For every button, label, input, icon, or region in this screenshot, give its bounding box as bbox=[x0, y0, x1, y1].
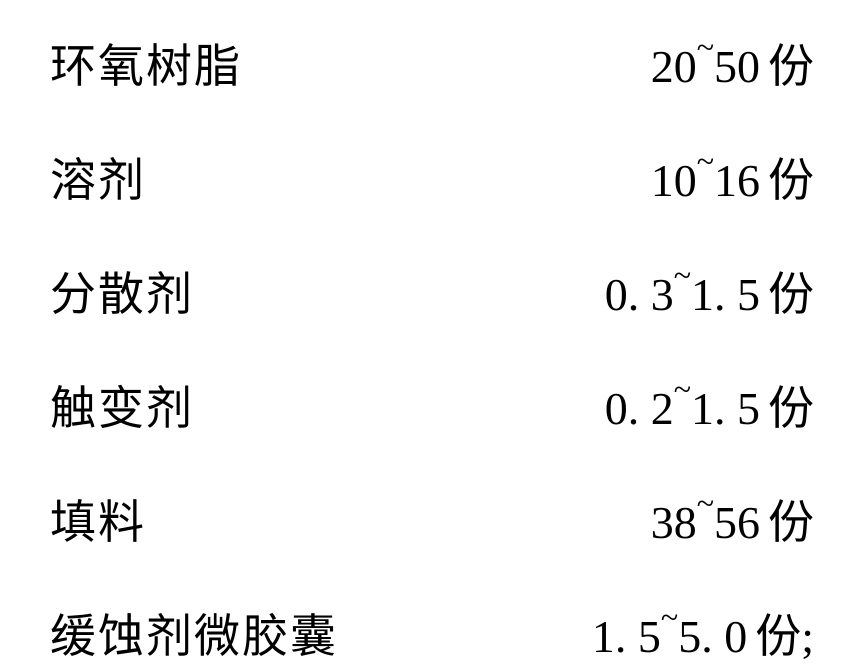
value-min: 0. 3 bbox=[605, 269, 674, 320]
tilde-icon: ~ bbox=[697, 143, 714, 179]
value-unit: 份 bbox=[768, 497, 814, 548]
value-unit: 份 bbox=[768, 269, 814, 320]
ingredient-value: 0. 3~1. 5份 bbox=[390, 258, 814, 324]
ingredient-label: 缓蚀剂微胶囊 bbox=[50, 600, 390, 666]
ingredient-value: 10~16份 bbox=[390, 144, 814, 210]
ingredient-row: 分散剂 0. 3~1. 5份 bbox=[50, 258, 814, 324]
ingredient-label: 溶剂 bbox=[50, 144, 390, 210]
value-unit: 份 bbox=[755, 611, 801, 662]
value-min: 20 bbox=[651, 41, 697, 92]
ingredient-value: 1. 5~5. 0份; bbox=[390, 600, 814, 666]
ingredient-label: 分散剂 bbox=[50, 258, 390, 324]
value-max: 56 bbox=[714, 497, 760, 548]
ingredient-row: 环氧树脂 20~50份 bbox=[50, 30, 814, 96]
value-max: 1. 5 bbox=[691, 383, 760, 434]
ingredient-row: 缓蚀剂微胶囊 1. 5~5. 0份; bbox=[50, 600, 814, 666]
ingredient-row: 填料 38~56份 bbox=[50, 486, 814, 552]
ingredient-label: 触变剂 bbox=[50, 372, 390, 438]
tilde-icon: ~ bbox=[661, 599, 678, 635]
ingredient-row: 溶剂 10~16份 bbox=[50, 144, 814, 210]
ingredient-value: 0. 2~1. 5份 bbox=[390, 372, 814, 438]
ingredient-label: 填料 bbox=[50, 486, 390, 552]
tilde-icon: ~ bbox=[697, 29, 714, 65]
value-min: 1. 5 bbox=[592, 611, 661, 662]
value-unit: 份 bbox=[768, 383, 814, 434]
tilde-icon: ~ bbox=[674, 257, 691, 293]
ingredient-row: 触变剂 0. 2~1. 5份 bbox=[50, 372, 814, 438]
value-unit: 份 bbox=[768, 155, 814, 206]
ingredient-label: 环氧树脂 bbox=[50, 30, 390, 96]
value-min: 38 bbox=[651, 497, 697, 548]
ingredient-value: 20~50份 bbox=[390, 30, 814, 96]
value-min: 0. 2 bbox=[605, 383, 674, 434]
tilde-icon: ~ bbox=[674, 371, 691, 407]
ingredient-value: 38~56份 bbox=[390, 486, 814, 552]
value-max: 1. 5 bbox=[691, 269, 760, 320]
value-max: 50 bbox=[714, 41, 760, 92]
tilde-icon: ~ bbox=[697, 485, 714, 521]
value-max: 16 bbox=[714, 155, 760, 206]
value-max: 5. 0 bbox=[678, 611, 747, 662]
value-unit: 份 bbox=[768, 41, 814, 92]
value-suffix: ; bbox=[801, 611, 814, 662]
value-min: 10 bbox=[651, 155, 697, 206]
